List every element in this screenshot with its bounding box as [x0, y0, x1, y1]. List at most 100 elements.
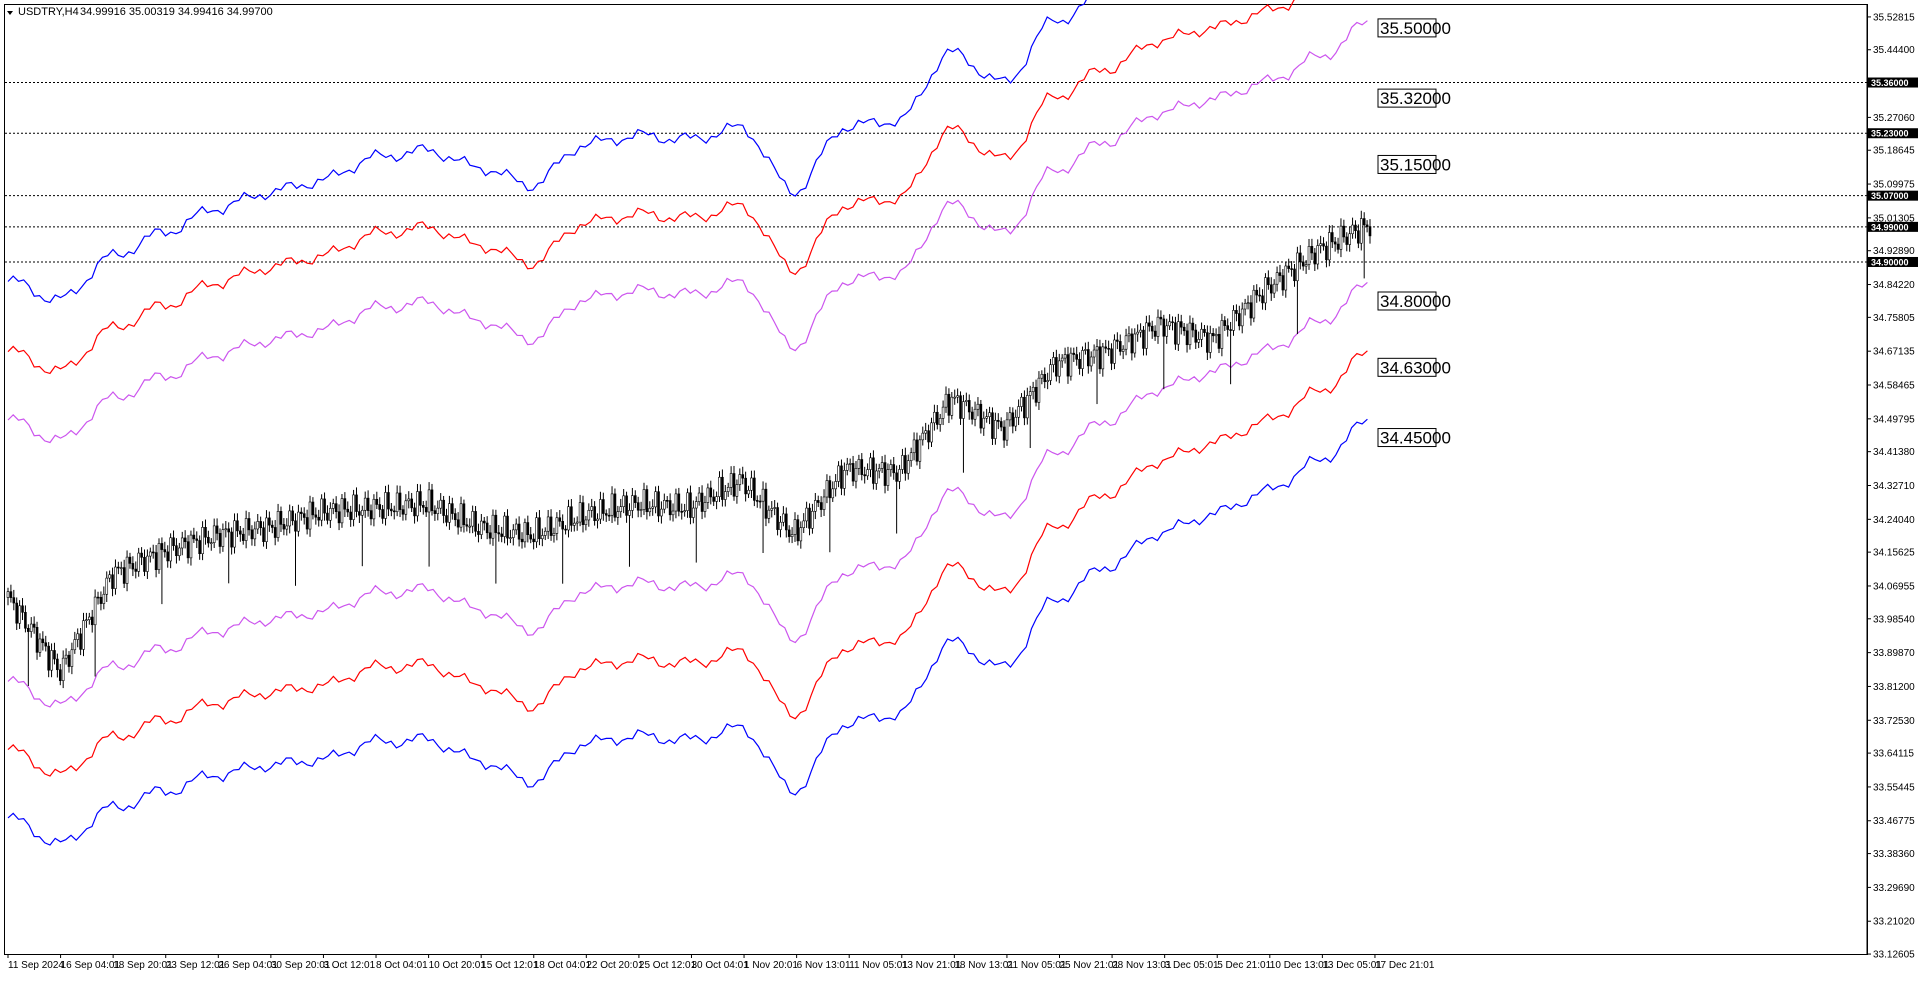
candle-body [532, 538, 535, 543]
candle-body [1165, 325, 1169, 337]
candle-body [921, 432, 925, 441]
candle-body [564, 528, 567, 531]
candle-body [741, 474, 745, 479]
band-label-box [1377, 18, 1437, 38]
candle-body [427, 489, 431, 513]
candle-body [1118, 341, 1122, 352]
candle-body [1365, 224, 1369, 227]
candle-body [1255, 289, 1259, 296]
candle-body [729, 473, 733, 488]
candle-body [866, 469, 869, 477]
y-tick-label: 34.32710 [1873, 481, 1915, 492]
candle-body [869, 457, 872, 470]
candle-body [506, 515, 509, 539]
candle-body [117, 566, 120, 569]
x-tick-label: 10 Oct 20:01 [429, 960, 487, 971]
candle-body [790, 534, 794, 537]
candle-body [308, 501, 312, 530]
candle-body [154, 552, 158, 570]
candle-body [419, 491, 422, 506]
y-tick-label: 35.44400 [1873, 45, 1915, 56]
candles-group [6, 210, 1372, 689]
candle-body [805, 507, 808, 522]
candle-body [47, 645, 50, 671]
band-line-band-lower-1 [7, 281, 1368, 708]
candle-body [88, 616, 91, 620]
candle-body [726, 487, 730, 492]
candle-body [735, 484, 739, 497]
candle-body [122, 567, 126, 584]
candle-body [1168, 321, 1171, 327]
candle-body [712, 496, 715, 502]
candle-body [6, 591, 10, 598]
candle-body [1159, 316, 1163, 320]
y-tick-label: 34.58465 [1873, 381, 1915, 392]
x-tick-label: 13 Nov 21:01 [902, 960, 962, 971]
candle-body [186, 541, 190, 559]
chart-header: USDTRY,H4 34.99916 35.00319 34.99416 34.… [7, 6, 273, 18]
candle-body [819, 502, 823, 510]
candle-body [657, 491, 660, 517]
dropdown-triangle-icon[interactable] [7, 11, 13, 15]
candle-body [387, 492, 390, 510]
candle-body [12, 597, 16, 604]
y-tick-label: 33.55445 [1873, 782, 1915, 793]
candle-body [1136, 331, 1139, 335]
x-tick-label: 18 Sep 20:01 [113, 960, 173, 971]
y-tick-label: 33.46775 [1873, 816, 1915, 827]
candle-body [256, 521, 260, 530]
candle-body [99, 596, 103, 604]
candle-body [421, 505, 425, 508]
candle-body [767, 509, 771, 519]
candle-body [85, 619, 88, 621]
y-tick-label: 34.41380 [1873, 447, 1915, 458]
x-tick-label: 10 Dec 13:01 [1270, 960, 1330, 971]
candle-body [642, 489, 646, 510]
candle-body [119, 567, 123, 569]
candle-body [782, 513, 785, 523]
candle-body [991, 412, 994, 439]
candle-body [358, 511, 361, 516]
band-label-text: 35.50000 [1380, 19, 1451, 38]
candle-body [845, 463, 849, 471]
candle-body [140, 552, 143, 558]
candle-body [1066, 354, 1070, 377]
candle-body [453, 513, 457, 521]
candle-body [636, 502, 640, 511]
candle-body [488, 532, 492, 539]
y-tick-label: 34.24040 [1873, 515, 1915, 526]
candle-body [982, 417, 986, 429]
candle-body [390, 508, 393, 512]
y-tick-label: 33.21020 [1873, 917, 1915, 928]
candle-body [509, 537, 512, 539]
candle-body [967, 400, 971, 413]
candle-body [125, 556, 129, 584]
candle-body [343, 498, 347, 510]
candle-body [1081, 350, 1084, 369]
candle-body [465, 524, 469, 527]
candle-body [1194, 329, 1198, 343]
candle-body [1319, 243, 1322, 246]
candle-body [1293, 268, 1296, 282]
candle-body [622, 495, 625, 507]
candle-body [883, 462, 887, 486]
candle-body [1339, 225, 1343, 250]
candle-body [378, 504, 382, 510]
candle-body [875, 470, 878, 484]
band-label-text: 35.15000 [1380, 155, 1451, 174]
candle-body [294, 520, 297, 532]
candle-body [273, 527, 277, 538]
level-tag-label: 35.23000 [1871, 129, 1909, 139]
candle-body [1023, 396, 1026, 419]
candle-body [904, 455, 907, 474]
candle-body [683, 510, 686, 513]
candle-body [1179, 321, 1183, 328]
candle-body [962, 401, 965, 419]
candle-body [674, 493, 678, 512]
x-tick-label: 11 Nov 05:01 [849, 960, 908, 971]
candle-body [1072, 352, 1076, 355]
x-tick-label: 16 Sep 04:01 [61, 960, 121, 971]
candle-body [178, 547, 181, 557]
